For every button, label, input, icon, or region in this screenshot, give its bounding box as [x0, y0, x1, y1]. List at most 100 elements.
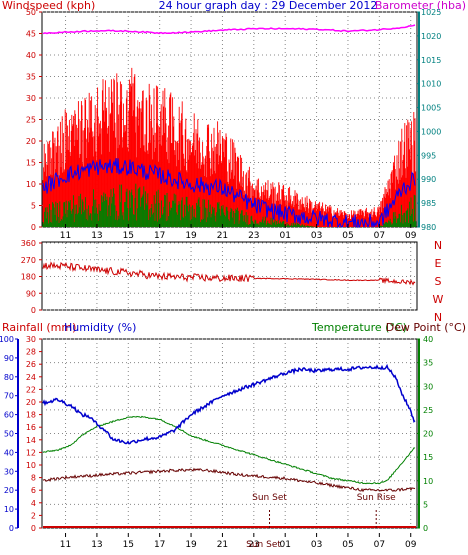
y-tick-label: 0 [31, 306, 36, 315]
wind-speed-ticks: 0 5 10 15 20 25 30 35 40 45 50 [26, 8, 42, 232]
x-tick-label: 07 [374, 540, 385, 550]
x-tick-label: 13 [91, 540, 102, 550]
sun-marker-label: Sun Set [252, 493, 287, 503]
y-tick-label: 980 [421, 223, 436, 232]
x-tick-label: 15 [123, 540, 134, 550]
dewpoint-axis-title: Dew Point (°C) [386, 321, 466, 334]
wind-direction-line [42, 261, 416, 286]
y-tick-label: 28 [26, 348, 36, 357]
sun-annotations: Sun Set Sun Rise [252, 493, 396, 528]
y-tick-label: 2 [31, 511, 36, 520]
x-tick-label: 19 [185, 540, 197, 550]
y-tick-label: 30 [423, 382, 433, 391]
y-tick-label: 12 [26, 448, 36, 457]
y-tick-label: 30 [26, 335, 36, 344]
barometer-line [42, 24, 416, 35]
rainfall-axis-title: Rainfall (mm) [2, 321, 76, 334]
y-tick-label: 1000 [421, 127, 441, 136]
sun-marker-label: Sun Rise [357, 493, 396, 503]
humidity-axis-title: Humidity (%) [64, 321, 136, 334]
y-tick-label: 25 [423, 406, 433, 415]
barometer-axis-title: Barometer (hba) [375, 0, 466, 12]
humidity-line [42, 363, 416, 445]
y-tick-label: 26 [26, 360, 36, 369]
y-tick-label: 50 [26, 8, 36, 17]
average-wind-line [42, 158, 416, 229]
y-tick-label: 45 [26, 30, 36, 39]
x-tick-label: 03 [311, 231, 322, 241]
y-tick-label: 14 [26, 436, 36, 445]
y-tick-label: 10 [423, 477, 433, 486]
x-tick-label: 03 [311, 540, 322, 550]
x-tick-label: 11 [60, 540, 71, 550]
x-tick-label: 09 [405, 231, 417, 241]
x-tick-label: 21 [217, 540, 228, 550]
x-tick-label: 13 [91, 231, 102, 241]
x-tick-label: 23 [248, 231, 259, 241]
y-tick-label: 985 [421, 199, 436, 208]
y-tick-label: 990 [421, 175, 436, 184]
temperature-axis-title: Temperature (°C) [311, 321, 407, 334]
y-tick-label: 90 [26, 289, 36, 298]
wind-series [42, 24, 417, 229]
temperature-line [42, 415, 416, 485]
compass-label: N [434, 311, 442, 324]
chart-title: 24 hour graph day : 29 December 2012 [159, 0, 378, 12]
y-tick-label: 8 [31, 474, 36, 483]
y-tick-label: 30 [26, 94, 36, 103]
y-tick-label: 90 [4, 354, 14, 363]
temperature-ticks: 0 5 10 15 20 25 30 35 40 [417, 335, 433, 533]
y-tick-label: 5 [31, 202, 36, 211]
y-tick-label: 30 [4, 467, 14, 476]
y-tick-label: 60 [4, 411, 14, 420]
direction-panel-grid [42, 242, 417, 311]
y-tick-label: 180 [21, 273, 36, 282]
y-tick-label: 35 [423, 359, 433, 368]
y-tick-label: 80 [4, 373, 14, 382]
y-tick-label: 15 [423, 453, 433, 462]
compass-label: N [434, 239, 442, 252]
y-tick-label: 0 [9, 524, 14, 533]
x-tick-label: 05 [342, 540, 353, 550]
y-tick-label: 24 [26, 373, 36, 382]
sunset-axis-footer: Sun Set [246, 540, 281, 550]
x-tick-label: 15 [123, 231, 134, 241]
barometer-ticks: 980 985 990 995 1000 1005 1010 1015 1020 1025 [417, 8, 441, 232]
y-tick-label: 16 [26, 423, 36, 432]
y-tick-label: 1020 [421, 32, 441, 41]
direction-series [42, 261, 416, 286]
x-tick-label: 09 [405, 540, 417, 550]
wind-time-labels: 11 13 15 17 19 21 23 01 03 05 07 09 [60, 224, 417, 241]
y-tick-label: 1015 [421, 56, 441, 65]
y-tick-label: 10 [26, 180, 36, 189]
x-tick-label: 23 [248, 540, 259, 550]
y-tick-label: 40 [26, 51, 36, 60]
dewpoint-line [42, 467, 416, 493]
y-tick-label: 1005 [421, 104, 441, 113]
x-tick-label: 19 [185, 231, 197, 241]
x-tick-label: 11 [60, 231, 71, 241]
y-tick-label: 35 [26, 73, 36, 82]
y-tick-label: 70 [4, 392, 14, 401]
y-tick-label: 25 [26, 116, 36, 125]
y-tick-label: 0 [31, 524, 36, 533]
y-tick-label: 20 [26, 137, 36, 146]
y-tick-label: 40 [4, 448, 14, 457]
rain-humidity-temp-series [42, 363, 416, 528]
y-tick-label: 1010 [421, 80, 441, 89]
y-tick-label: 360 [21, 239, 36, 248]
x-tick-label: 01 [279, 540, 290, 550]
y-tick-label: 995 [421, 151, 436, 160]
y-tick-label: 1025 [421, 8, 441, 17]
y-tick-label: 50 [4, 430, 14, 439]
compass-label: S [435, 275, 442, 288]
y-tick-label: 5 [423, 500, 428, 509]
y-tick-label: 10 [26, 461, 36, 470]
x-tick-label: 07 [374, 231, 385, 241]
compass-label: W [433, 293, 444, 306]
y-tick-label: 0 [423, 524, 428, 533]
direction-ticks: 0 90 180 270 360 [21, 239, 42, 315]
y-tick-label: 20 [4, 486, 14, 495]
